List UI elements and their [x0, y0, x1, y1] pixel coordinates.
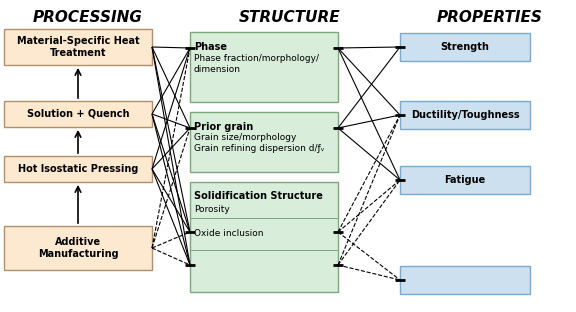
Text: Prior grain: Prior grain — [194, 122, 253, 132]
Text: STRUCTURE: STRUCTURE — [239, 10, 341, 25]
Text: Additive
Manufacturing: Additive Manufacturing — [37, 237, 118, 259]
FancyBboxPatch shape — [400, 266, 530, 294]
Text: Phase fraction/morphology/: Phase fraction/morphology/ — [194, 54, 319, 63]
Text: Ductility/Toughness: Ductility/Toughness — [411, 110, 520, 120]
Text: Solidification Structure: Solidification Structure — [194, 191, 323, 201]
Text: Grain refining dispersion d/ƒᵥ: Grain refining dispersion d/ƒᵥ — [194, 144, 324, 153]
FancyBboxPatch shape — [190, 182, 338, 292]
Text: Fatigue: Fatigue — [444, 175, 486, 185]
FancyBboxPatch shape — [400, 33, 530, 61]
Text: Grain size/morphology: Grain size/morphology — [194, 133, 297, 142]
Text: Solution + Quench: Solution + Quench — [26, 109, 129, 119]
Text: Hot Isostatic Pressing: Hot Isostatic Pressing — [18, 164, 138, 174]
FancyBboxPatch shape — [4, 101, 152, 127]
FancyBboxPatch shape — [4, 29, 152, 65]
FancyBboxPatch shape — [4, 226, 152, 270]
Text: Oxide inclusion: Oxide inclusion — [194, 230, 263, 238]
Text: Material-Specific Heat
Treatment: Material-Specific Heat Treatment — [17, 36, 139, 58]
Text: PROCESSING: PROCESSING — [33, 10, 143, 25]
Text: PROPERTIES: PROPERTIES — [437, 10, 543, 25]
Text: Porosity: Porosity — [194, 204, 230, 213]
Text: dimension: dimension — [194, 65, 241, 74]
FancyBboxPatch shape — [400, 101, 530, 129]
FancyBboxPatch shape — [190, 112, 338, 172]
FancyBboxPatch shape — [400, 166, 530, 194]
FancyBboxPatch shape — [4, 156, 152, 182]
Text: Phase: Phase — [194, 42, 227, 52]
FancyBboxPatch shape — [190, 32, 338, 102]
Text: Strength: Strength — [441, 42, 490, 52]
